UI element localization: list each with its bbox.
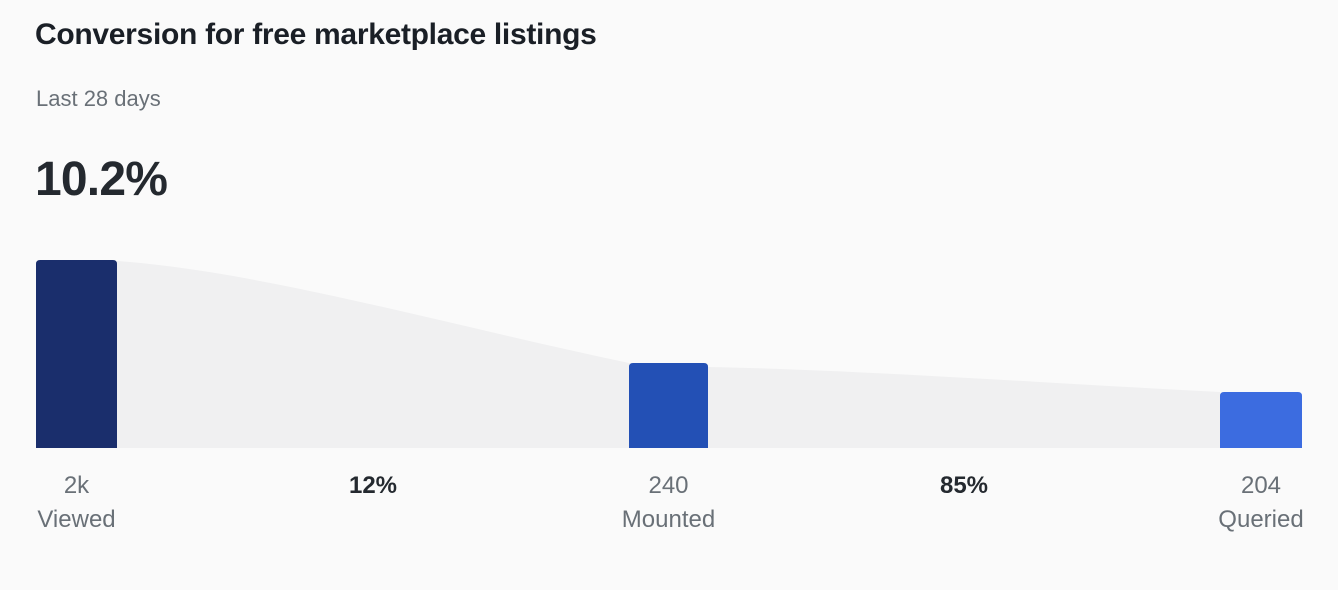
funnel-bar-queried: [1220, 392, 1302, 448]
conversion-rate-2: 85%: [939, 472, 989, 499]
stage-name-viewed: Viewed: [37, 506, 116, 533]
conversion-rate-1: 12%: [348, 472, 398, 499]
overall-conversion-metric: 10.2%: [35, 153, 168, 206]
funnel-bar-mounted: [629, 363, 708, 448]
chart-title: Conversion for free marketplace listings: [35, 18, 597, 51]
stage-value-mounted: 240: [648, 472, 689, 499]
stage-value-viewed: 2k: [63, 472, 90, 499]
stage-name-queried: Queried: [1218, 506, 1304, 533]
stage-name-mounted: Mounted: [621, 506, 716, 533]
stage-value-queried: 204: [1240, 472, 1282, 499]
chart-subtitle: Last 28 days: [36, 86, 161, 111]
funnel-connector-area: [117, 261, 1220, 448]
funnel-bar-viewed: [36, 260, 117, 448]
